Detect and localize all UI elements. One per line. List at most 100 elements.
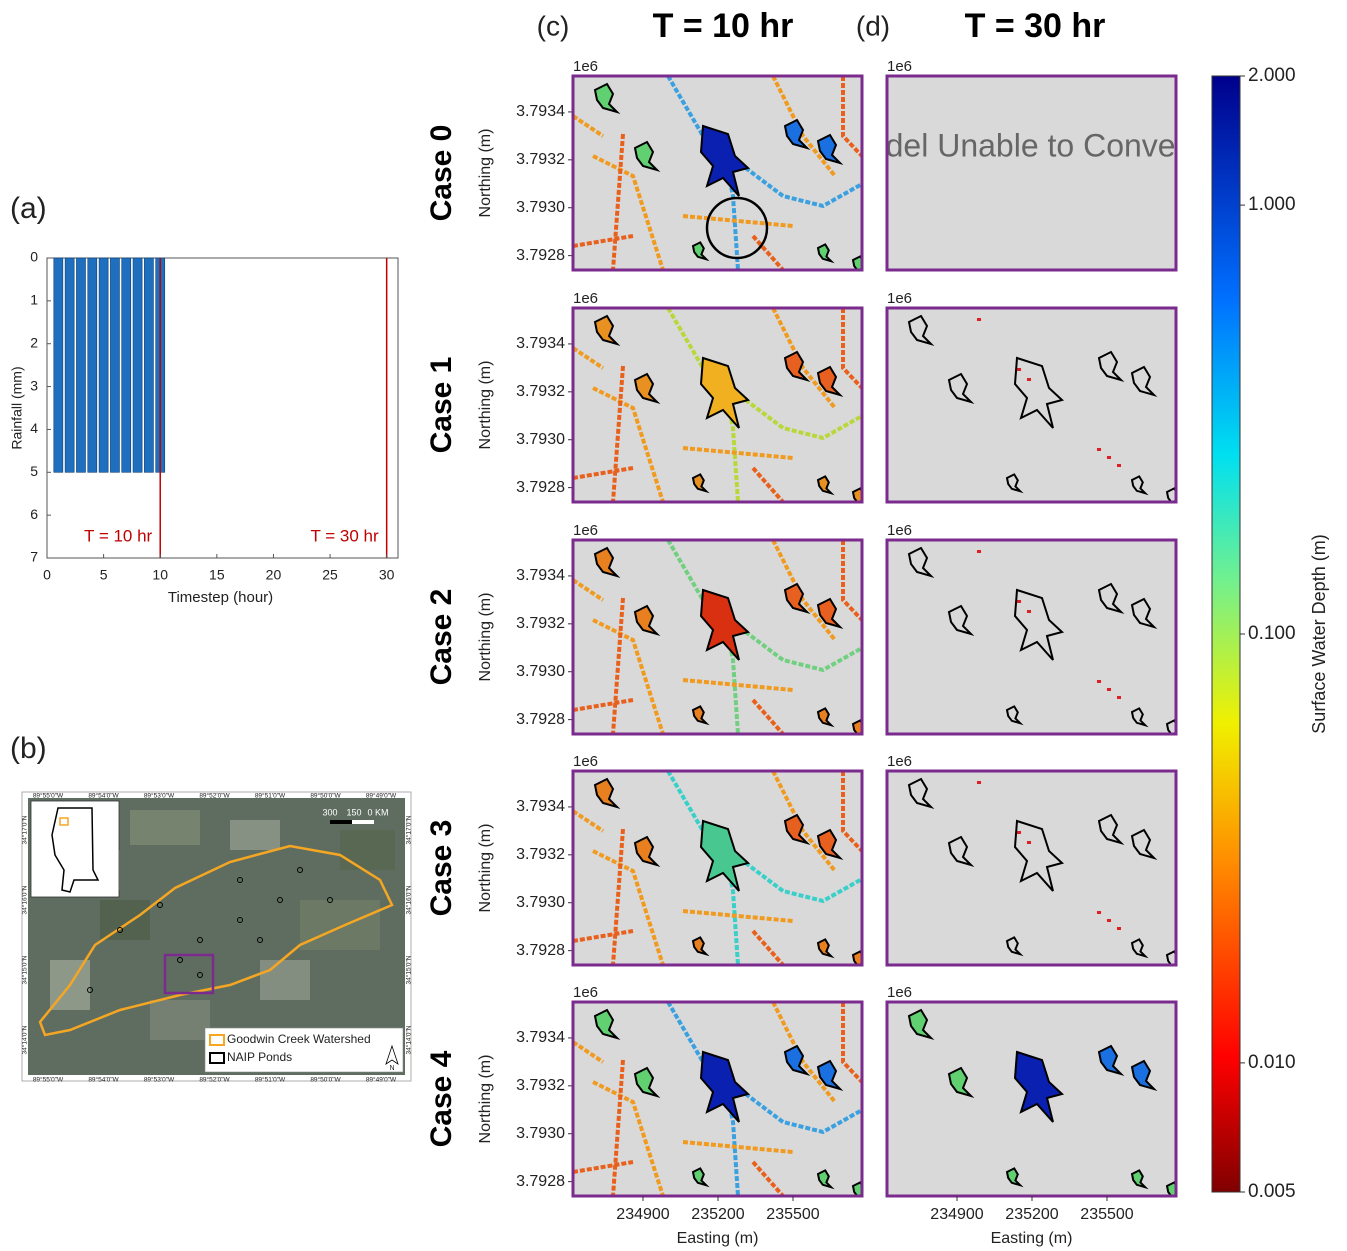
stream	[611, 828, 625, 965]
stream	[573, 346, 605, 370]
bar	[110, 257, 120, 473]
stream	[592, 1080, 665, 1196]
y-tick-label: 3.7928	[516, 942, 565, 959]
panel-background	[887, 540, 1176, 734]
pond	[783, 350, 811, 383]
x-tick-label: 20	[266, 567, 282, 583]
pond	[1097, 350, 1125, 383]
pond	[816, 828, 844, 861]
lon-label: 89°50'0"W	[310, 792, 341, 800]
pond-outline	[237, 917, 243, 923]
y-tick-label: 3.7932	[516, 846, 565, 863]
offset-label: 1e6	[887, 58, 912, 75]
field-patch	[150, 1000, 210, 1040]
y-axis-label: Rainfall (mm)	[9, 366, 25, 449]
stream	[771, 540, 837, 642]
offset-label: 1e6	[573, 290, 598, 307]
wet-cell	[977, 550, 981, 553]
field-patch	[300, 900, 380, 950]
raster-panel	[887, 771, 1176, 965]
x-axis-label: Easting (m)	[677, 1230, 759, 1247]
wet-cell	[1107, 688, 1111, 691]
raster-panel: Model Unable to Converge	[887, 76, 1176, 270]
stream	[751, 234, 785, 270]
pond	[1130, 707, 1149, 728]
row-label: Case 4	[425, 1050, 458, 1147]
stream	[592, 618, 665, 734]
y-tick-label: 4	[30, 420, 38, 436]
x-tick-label: 30	[379, 567, 395, 583]
stream	[573, 929, 634, 943]
wet-cell	[1117, 696, 1121, 699]
highlight-circle	[705, 196, 769, 260]
panel-label: (b)	[10, 732, 47, 765]
wet-cell	[1027, 610, 1031, 613]
x-tick-label: 235200	[1005, 1206, 1058, 1223]
stream	[682, 1140, 794, 1154]
wet-cell	[1117, 927, 1121, 930]
wet-cell	[1107, 456, 1111, 459]
wet-cell	[1017, 600, 1021, 603]
pond	[783, 118, 811, 151]
wet-cell	[1117, 464, 1121, 467]
pond-outline	[117, 927, 123, 933]
pond	[1097, 582, 1125, 615]
pond	[947, 372, 975, 405]
y-tick-label: 7	[30, 549, 38, 565]
pond	[907, 546, 935, 579]
y-axis-label: Northing (m)	[477, 361, 494, 450]
row-label: Case 3	[425, 820, 458, 917]
panel-background	[887, 771, 1176, 965]
lat-label: 34°15'0"N	[21, 955, 29, 984]
pond	[1130, 1169, 1149, 1190]
scale-label: 150	[346, 807, 361, 817]
stream	[841, 771, 862, 853]
panel-border	[571, 306, 864, 504]
central-pond	[1013, 356, 1065, 429]
y-axis-label: Northing (m)	[477, 593, 494, 682]
y-tick-label: 3.7932	[516, 1077, 565, 1094]
legend-box	[204, 1027, 404, 1073]
bar	[98, 257, 109, 473]
stream	[682, 909, 794, 923]
wet-cell	[977, 781, 981, 784]
y-tick-label: 3.7928	[516, 479, 565, 496]
pond	[593, 314, 621, 347]
column-label: (d)	[856, 10, 890, 41]
field-patch	[260, 960, 310, 1000]
colorbar-tick-label: 0.100	[1248, 623, 1296, 644]
lon-label: 89°49'0"W	[366, 1076, 397, 1084]
wet-cell	[1107, 919, 1111, 922]
y-tick-label: 5	[30, 463, 38, 479]
colorbar-label: Surface Water Depth (m)	[1309, 534, 1329, 733]
scale-bar	[330, 820, 352, 824]
pond	[1130, 365, 1158, 398]
y-tick-label: 3.7930	[516, 431, 565, 448]
raster-panel	[573, 1002, 862, 1196]
pond	[691, 705, 710, 726]
pond	[783, 1044, 811, 1077]
panel-border	[571, 538, 864, 736]
stream	[841, 1002, 862, 1084]
scale-label: 300	[322, 807, 337, 817]
central-pond	[1013, 819, 1065, 892]
offset-label: 1e6	[573, 753, 598, 770]
y-tick-label: 3.7928	[516, 711, 565, 728]
column-title: T = 10 hr	[653, 7, 794, 45]
stream	[611, 1059, 625, 1196]
stream	[682, 678, 794, 692]
stream	[573, 578, 605, 602]
scale-label: 0 KM	[367, 807, 388, 817]
bar	[87, 257, 98, 473]
inset-map	[30, 800, 120, 898]
bar	[64, 257, 75, 473]
pond	[816, 597, 844, 630]
lat-label: 34°16'0"N	[405, 885, 413, 914]
legend-swatch	[209, 1034, 225, 1046]
lon-label: 89°52'0"W	[199, 792, 230, 800]
pond	[816, 1059, 844, 1092]
north-label: N	[389, 1065, 394, 1072]
pond-outline	[277, 897, 283, 903]
field-patch	[340, 830, 395, 870]
